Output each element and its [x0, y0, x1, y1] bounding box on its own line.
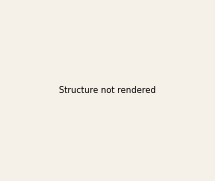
Text: Structure not rendered: Structure not rendered: [59, 86, 156, 95]
